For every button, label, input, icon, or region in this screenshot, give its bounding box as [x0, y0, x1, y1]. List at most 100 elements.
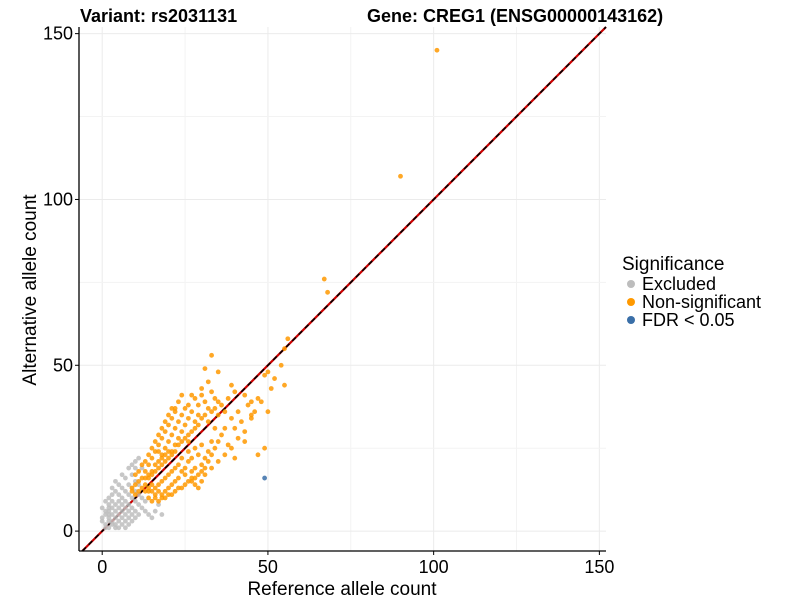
data-point-non-significant: [252, 409, 258, 415]
data-point-non-significant: [189, 455, 195, 461]
data-point-non-significant: [166, 412, 171, 418]
data-point-excluded: [132, 508, 138, 514]
data-point-non-significant: [152, 462, 158, 468]
data-point-excluded: [129, 518, 135, 524]
data-point-non-significant: [152, 469, 158, 474]
data-point-non-significant: [166, 485, 171, 491]
data-point-non-significant: [176, 462, 181, 468]
data-point-excluded: [132, 465, 138, 471]
data-point-non-significant: [152, 439, 158, 444]
data-point-non-significant: [159, 425, 165, 431]
axes: [78, 27, 606, 552]
data-point-non-significant: [136, 488, 142, 494]
data-point-non-significant: [195, 472, 201, 478]
data-point-non-significant: [215, 439, 221, 444]
data-point-non-significant: [212, 405, 218, 411]
data-point-excluded: [132, 478, 138, 484]
data-point-non-significant: [321, 276, 327, 282]
data-point-non-significant: [162, 452, 168, 458]
data-point-excluded: [109, 505, 115, 511]
data-point-non-significant: [156, 482, 161, 488]
data-point-non-significant: [172, 465, 178, 471]
data-point-non-significant: [156, 449, 161, 454]
data-point-excluded: [113, 488, 118, 494]
data-point-non-significant: [169, 492, 175, 498]
data-point-non-significant: [189, 478, 195, 484]
data-point-excluded: [136, 502, 142, 507]
data-point-excluded: [116, 512, 122, 517]
data-point-excluded: [129, 512, 135, 517]
data-point-excluded: [129, 462, 135, 468]
data-point-excluded: [129, 495, 135, 501]
data-point-non-significant: [282, 382, 287, 388]
x-tick-label: 100: [419, 557, 449, 577]
data-point-non-significant: [146, 472, 152, 478]
data-point-non-significant: [222, 452, 228, 458]
data-point-non-significant: [255, 396, 261, 401]
data-point-non-significant: [182, 422, 188, 428]
legend-key-excluded: [627, 280, 635, 288]
data-point-excluded: [156, 502, 161, 507]
data-point-excluded: [123, 518, 128, 524]
data-point-non-significant: [146, 485, 152, 491]
data-point-non-significant: [398, 173, 403, 179]
data-point-non-significant: [285, 336, 291, 342]
data-point-excluded: [106, 495, 112, 501]
data-point-non-significant: [192, 419, 198, 425]
data-point-non-significant: [149, 455, 155, 461]
data-point-non-significant: [169, 469, 175, 474]
data-point-non-significant: [146, 488, 152, 494]
data-point-non-significant: [192, 482, 198, 488]
data-point-excluded: [123, 475, 128, 481]
data-point-non-significant: [222, 425, 228, 431]
data-point-non-significant: [262, 445, 268, 451]
data-point-non-significant: [195, 485, 201, 491]
data-point-non-significant: [185, 402, 191, 408]
data-point-non-significant: [172, 405, 178, 411]
data-point-non-significant: [209, 465, 214, 471]
data-point-non-significant: [202, 455, 208, 461]
data-point-non-significant: [152, 495, 158, 501]
data-point-non-significant: [166, 449, 171, 454]
data-point-non-significant: [182, 472, 188, 478]
data-point-non-significant: [156, 498, 161, 504]
data-point-excluded: [109, 512, 115, 517]
data-point-non-significant: [159, 492, 165, 498]
data-point-excluded: [132, 515, 138, 521]
data-point-non-significant: [179, 455, 185, 461]
data-point-non-significant: [162, 488, 168, 494]
data-point-non-significant: [242, 439, 248, 444]
data-point-non-significant: [159, 452, 165, 458]
legend-title: Significance: [622, 254, 724, 275]
data-point-non-significant: [192, 445, 198, 451]
data-point-fdr-0-05: [262, 475, 268, 481]
data-point-non-significant: [149, 488, 155, 494]
data-point-excluded: [119, 508, 125, 514]
data-point-non-significant: [272, 376, 277, 381]
data-point-non-significant: [202, 472, 208, 478]
data-point-non-significant: [212, 445, 218, 451]
data-point-non-significant: [205, 405, 211, 411]
data-point-non-significant: [185, 415, 191, 421]
data-point-excluded: [103, 522, 108, 527]
data-point-non-significant: [132, 472, 138, 478]
data-point-non-significant: [205, 459, 211, 464]
data-point-excluded: [126, 508, 132, 514]
data-point-non-significant: [132, 492, 138, 498]
data-point-non-significant: [202, 366, 208, 371]
data-point-non-significant: [225, 442, 231, 448]
data-point-non-significant: [156, 442, 161, 448]
data-point-non-significant: [189, 469, 195, 474]
data-point-non-significant: [142, 459, 148, 464]
data-point-non-significant: [245, 402, 251, 408]
data-point-non-significant: [282, 346, 287, 352]
data-point-non-significant: [169, 415, 175, 421]
reference-line-dashed: [81, 26, 607, 552]
data-point-non-significant: [189, 392, 195, 398]
data-point-non-significant: [156, 488, 161, 494]
data-point-non-significant: [162, 419, 168, 425]
data-point-excluded: [99, 505, 105, 511]
data-point-non-significant: [162, 495, 168, 501]
data-point-excluded: [123, 512, 128, 517]
